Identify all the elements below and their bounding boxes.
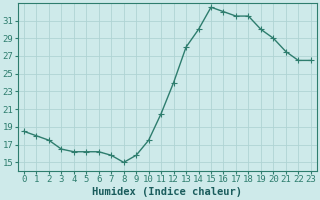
- X-axis label: Humidex (Indice chaleur): Humidex (Indice chaleur): [92, 187, 242, 197]
